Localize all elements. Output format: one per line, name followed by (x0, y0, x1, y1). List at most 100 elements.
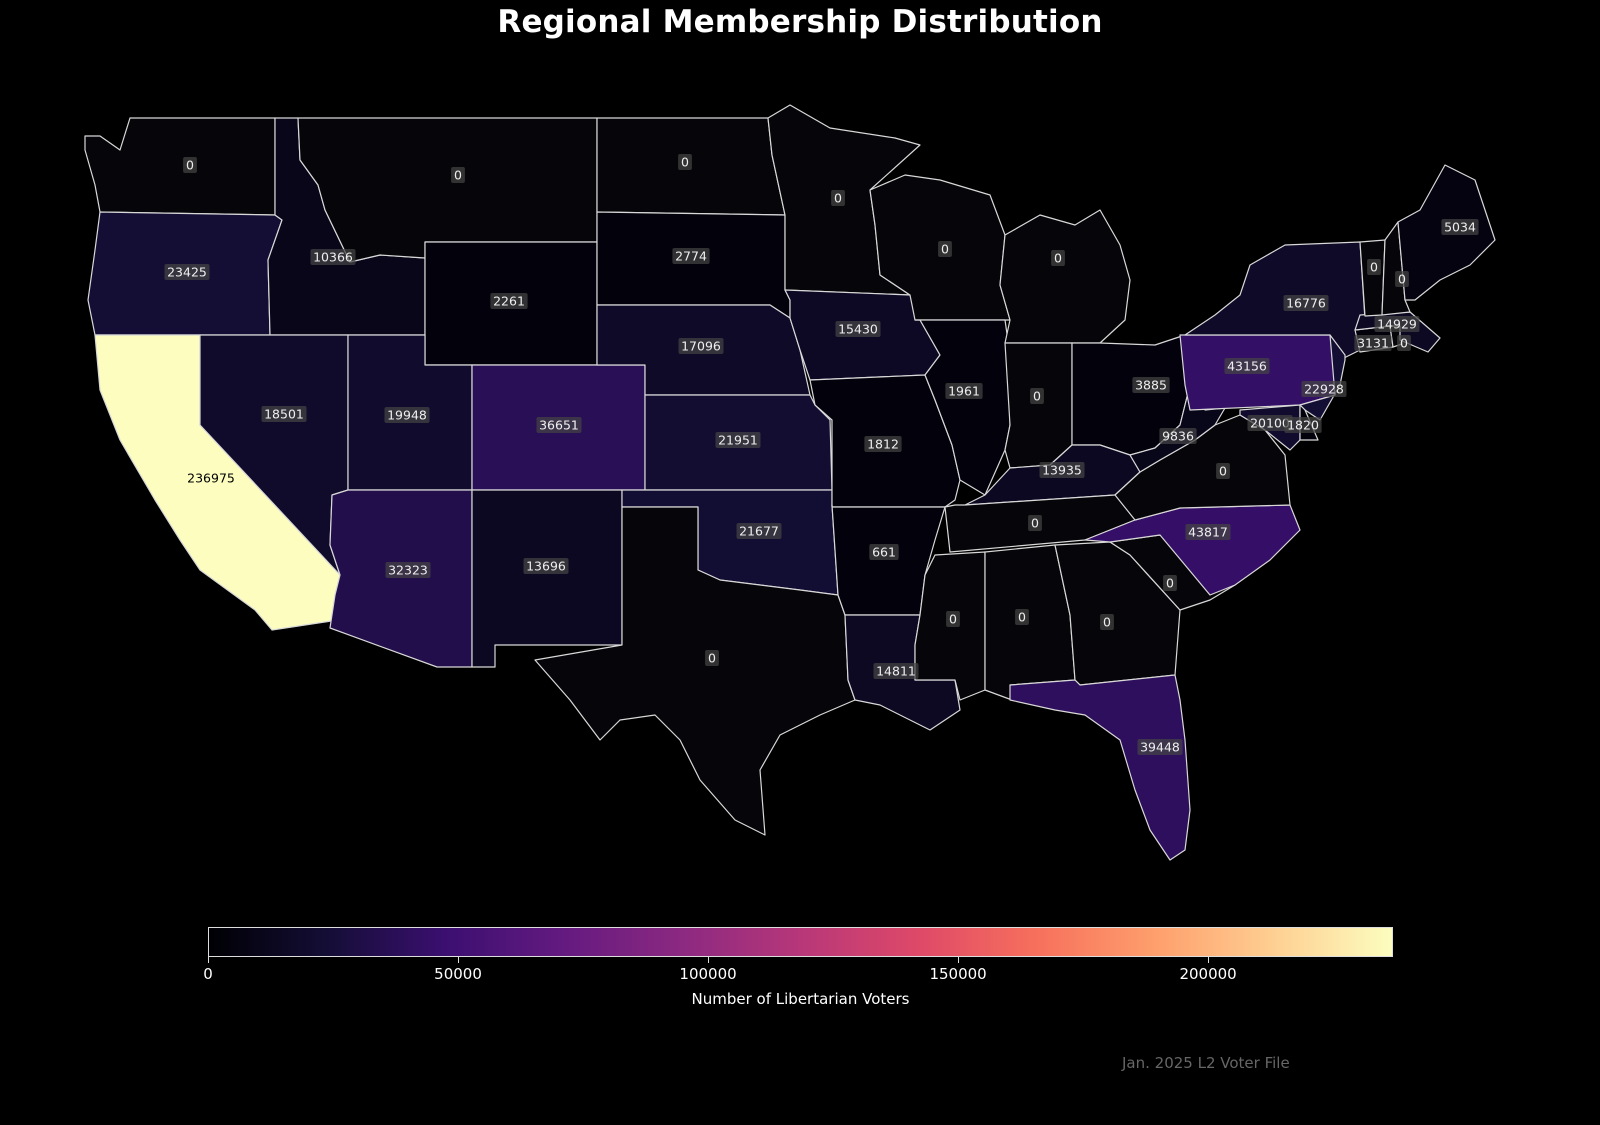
value-label-nh: 0 (1395, 271, 1409, 287)
value-label-wa: 0 (183, 157, 197, 173)
value-label-tx: 0 (705, 650, 719, 666)
state-nm (471, 489, 623, 668)
colorbar-tick-label: 200000 (1179, 965, 1237, 983)
value-label-ar: 661 (869, 544, 899, 560)
svg-text:39448: 39448 (1140, 740, 1180, 755)
value-label-ms: 0 (946, 611, 960, 627)
svg-text:0: 0 (1219, 464, 1227, 479)
svg-text:18501: 18501 (264, 407, 304, 422)
source-note: Jan. 2025 L2 Voter File (1122, 1054, 1290, 1072)
colorbar-tick-mark (458, 957, 460, 963)
svg-text:17096: 17096 (681, 339, 721, 354)
value-label-or: 23425 (164, 264, 210, 280)
svg-text:0: 0 (834, 191, 842, 206)
svg-text:0: 0 (1166, 576, 1174, 591)
value-label-ky: 13935 (1039, 462, 1085, 478)
svg-text:0: 0 (454, 168, 462, 183)
colorbar-tick-label: 150000 (929, 965, 987, 983)
svg-text:0: 0 (1398, 272, 1406, 287)
value-label-in: 0 (1030, 388, 1044, 404)
svg-text:14811: 14811 (876, 664, 916, 679)
value-label-mi: 0 (1051, 250, 1065, 266)
svg-text:21677: 21677 (739, 524, 779, 539)
value-label-ne: 17096 (678, 338, 724, 354)
state-vt (1359, 239, 1386, 317)
value-label-mt: 0 (451, 167, 465, 183)
svg-text:19948: 19948 (387, 408, 427, 423)
value-label-il: 1961 (945, 383, 983, 399)
value-label-md: 20100 (1247, 415, 1293, 431)
value-label-id: 10366 (310, 249, 356, 265)
state-tx (534, 506, 856, 836)
svg-text:5034: 5034 (1444, 220, 1476, 235)
value-label-nm: 13696 (523, 558, 569, 574)
svg-text:21951: 21951 (718, 433, 758, 448)
value-label-al: 0 (1015, 609, 1029, 625)
state-mi (999, 209, 1131, 344)
value-label-ct: 3131 (1354, 335, 1392, 351)
colorbar-label: Number of Libertarian Voters (691, 990, 910, 1008)
svg-text:236975: 236975 (187, 471, 235, 486)
value-label-nc: 43817 (1185, 524, 1231, 540)
state-value-labels: 0 23425 236975 10366 18501 0 2261 19948 32323 366… (164, 154, 1479, 755)
colorbar-tick-label: 50000 (434, 965, 482, 983)
svg-text:0: 0 (1033, 389, 1041, 404)
value-label-sc: 0 (1163, 575, 1177, 591)
colorbar-tick-mark (1208, 957, 1210, 963)
svg-text:1820: 1820 (1287, 418, 1319, 433)
svg-text:0: 0 (1400, 336, 1408, 351)
colorbar-tick-mark (958, 957, 960, 963)
svg-text:10366: 10366 (313, 250, 353, 265)
svg-text:36651: 36651 (539, 418, 579, 433)
svg-text:9836: 9836 (1162, 429, 1194, 444)
svg-text:43156: 43156 (1227, 359, 1267, 374)
state-mt (297, 117, 598, 263)
svg-text:0: 0 (1054, 251, 1062, 266)
state-sd (596, 211, 791, 319)
value-label-va: 0 (1216, 463, 1230, 479)
state-shapes (84, 104, 1496, 861)
value-label-az: 32323 (385, 562, 431, 578)
value-label-nv: 18501 (261, 406, 307, 422)
value-label-ks: 21951 (715, 432, 761, 448)
svg-text:0: 0 (941, 242, 949, 257)
value-label-ca: 236975 (187, 471, 235, 486)
svg-text:14929: 14929 (1377, 317, 1417, 332)
svg-text:0: 0 (681, 155, 689, 170)
svg-text:0: 0 (1103, 615, 1111, 630)
value-label-co: 36651 (536, 417, 582, 433)
value-label-mn: 0 (831, 190, 845, 206)
value-label-wy: 2261 (490, 293, 528, 309)
svg-text:0: 0 (1018, 610, 1026, 625)
state-nh (1381, 221, 1411, 316)
svg-text:13696: 13696 (526, 559, 566, 574)
svg-text:13935: 13935 (1042, 463, 1082, 478)
svg-text:2774: 2774 (675, 249, 707, 264)
value-label-ut: 19948 (384, 407, 430, 423)
value-label-fl: 39448 (1137, 739, 1183, 755)
svg-text:32323: 32323 (388, 563, 428, 578)
value-label-me: 5034 (1441, 219, 1479, 235)
colorbar-tick-label: 100000 (679, 965, 737, 983)
value-label-oh: 3885 (1132, 377, 1170, 393)
colorbar-tick-label: 0 (203, 965, 213, 983)
svg-text:1961: 1961 (948, 384, 980, 399)
svg-text:16776: 16776 (1286, 296, 1326, 311)
svg-text:0: 0 (1370, 260, 1378, 275)
svg-text:15430: 15430 (838, 322, 878, 337)
state-az (329, 489, 473, 668)
svg-text:661: 661 (872, 545, 896, 560)
value-label-de: 1820 (1284, 417, 1322, 433)
value-label-la: 14811 (873, 663, 919, 679)
colorbar-tick-mark (208, 957, 209, 963)
svg-text:22928: 22928 (1304, 382, 1344, 397)
value-label-ga: 0 (1100, 614, 1114, 630)
chart-title: Regional Membership Distribution (497, 4, 1103, 40)
svg-text:1812: 1812 (867, 437, 899, 452)
svg-text:0: 0 (708, 651, 716, 666)
svg-text:3885: 3885 (1135, 378, 1167, 393)
value-label-pa: 43156 (1224, 358, 1270, 374)
svg-text:2261: 2261 (493, 294, 525, 309)
svg-text:0: 0 (1031, 516, 1039, 531)
svg-text:0: 0 (949, 612, 957, 627)
